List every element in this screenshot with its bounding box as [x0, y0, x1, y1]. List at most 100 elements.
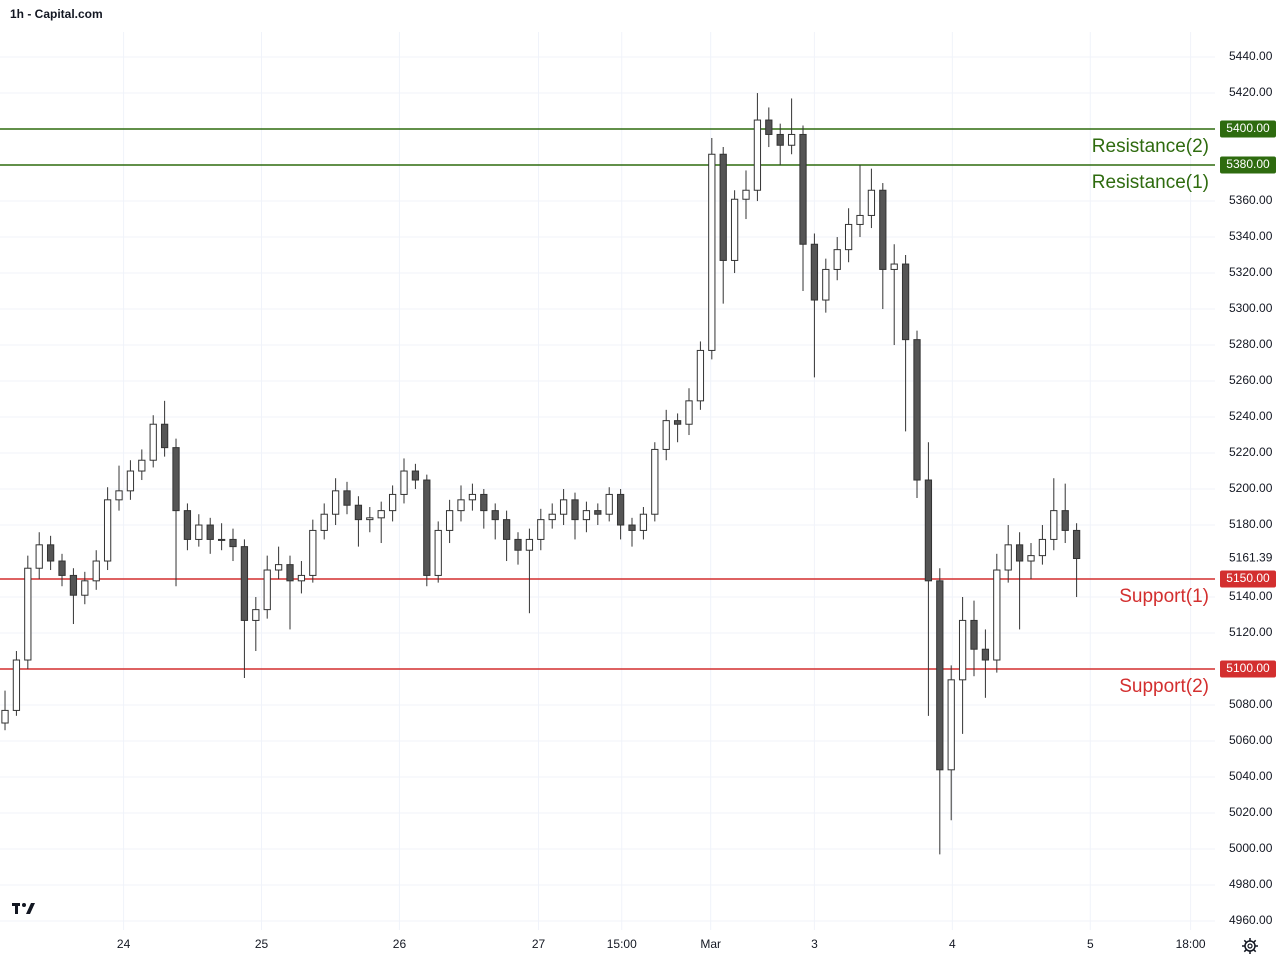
candle-body — [879, 189, 887, 270]
candle-body — [81, 580, 89, 596]
candle-body — [126, 470, 135, 492]
candle-body — [799, 133, 807, 245]
candle-body — [548, 513, 556, 521]
candle-body — [856, 214, 864, 225]
y-tick-label: 5140.00 — [1229, 589, 1273, 603]
candle-body — [685, 400, 693, 425]
candle-body — [993, 569, 1001, 661]
x-tick-label: 27 — [532, 937, 546, 951]
candle-body — [673, 420, 682, 425]
y-tick-label: 5340.00 — [1229, 229, 1273, 243]
x-tick-label: 25 — [255, 937, 269, 951]
level-price-tag — [1220, 156, 1276, 174]
candle-body — [571, 499, 579, 521]
y-tick-label: 5060.00 — [1229, 733, 1273, 747]
candle-body — [457, 499, 465, 512]
candle-body — [195, 524, 203, 540]
candle-body — [753, 119, 762, 191]
levels: Resistance(2) Resistance(1) Support(1) Supp… — [0, 128, 1215, 697]
y-tick-label: 5220.00 — [1229, 445, 1273, 459]
level-price-label: 5400.00 — [1226, 121, 1270, 135]
candle-body — [217, 538, 226, 541]
y-tick-label: 5200.00 — [1229, 481, 1273, 495]
candle-body — [366, 517, 374, 521]
tv-logo[interactable] — [12, 903, 35, 914]
candle-body — [901, 263, 910, 341]
candle-body — [719, 153, 727, 261]
level-price-tag — [1220, 120, 1276, 138]
y-tick-label: 5020.00 — [1229, 805, 1273, 819]
candle-body — [1027, 555, 1035, 562]
candle-body — [765, 119, 773, 135]
level-price-tag — [1220, 660, 1276, 678]
y-tick-label: 5000.00 — [1229, 841, 1273, 855]
y-tick-label: 5440.00 — [1229, 49, 1273, 63]
candle-body — [320, 513, 328, 531]
grid — [0, 32, 1215, 930]
candle-body — [92, 560, 100, 582]
candle-body — [981, 648, 990, 661]
candle-body — [924, 479, 933, 582]
candle-body — [958, 619, 967, 681]
candle-body — [730, 198, 739, 261]
x-tick-label: 3 — [811, 937, 818, 951]
candle-body — [160, 423, 169, 449]
candle-body — [1050, 510, 1058, 540]
candle-body — [810, 243, 819, 301]
candle-body — [525, 538, 534, 551]
level-name: Resistance(2) — [1092, 136, 1209, 157]
y-tick-label: 5080.00 — [1229, 697, 1273, 711]
candle-body — [343, 490, 351, 506]
candle-body — [833, 249, 841, 270]
candle-body — [696, 349, 705, 402]
candle-body — [1015, 544, 1024, 562]
axes: 4960.00 4980.00 5000.00 5020.00 5040.00 5060.… — [117, 49, 1276, 951]
candle-body — [69, 574, 78, 596]
candle-body — [274, 564, 283, 571]
candle-body — [206, 524, 214, 540]
candle-body — [183, 510, 192, 540]
candle-body — [354, 504, 363, 521]
candle-body — [411, 470, 420, 481]
candle-body — [1004, 544, 1012, 571]
candle-body — [514, 538, 522, 551]
candle-body — [286, 564, 294, 582]
candle-body — [491, 510, 499, 521]
candle-body — [970, 619, 978, 650]
candle-body — [742, 189, 750, 200]
candle-body — [628, 524, 636, 531]
candle-body — [582, 510, 591, 521]
candle-body — [1072, 529, 1081, 560]
y-tick-label: 4980.00 — [1229, 877, 1273, 891]
y-tick-label: 4960.00 — [1229, 913, 1273, 927]
candle-body — [708, 153, 716, 351]
candle-body — [138, 459, 146, 472]
candle-body — [890, 263, 898, 270]
candle-body — [936, 580, 944, 771]
chart-title: 1h - Capital.com — [10, 7, 103, 21]
candle-body — [423, 479, 431, 576]
candle-body — [1, 709, 9, 724]
level-price-tag — [1220, 570, 1276, 588]
y-tick-label: 5240.00 — [1229, 409, 1273, 423]
x-tick-label: 4 — [949, 937, 956, 951]
x-tick-label: 5 — [1087, 937, 1094, 951]
candle-body — [822, 268, 830, 301]
candle-body — [662, 420, 670, 450]
candle-body — [12, 659, 21, 711]
candle-body — [559, 499, 568, 515]
candle-body — [947, 679, 955, 771]
y-tick-label: 5260.00 — [1229, 373, 1273, 387]
candle-body — [913, 339, 921, 481]
candle-body — [35, 544, 43, 569]
candle-body — [616, 493, 625, 526]
candle-body — [1061, 510, 1069, 531]
candle-body — [103, 499, 112, 562]
level-name: Support(1) — [1119, 586, 1209, 607]
candle-body — [240, 546, 249, 621]
settings-icon[interactable] — [1242, 938, 1258, 954]
level-name: Resistance(1) — [1092, 172, 1209, 193]
level-price-label: 5150.00 — [1226, 571, 1270, 585]
candle-body — [309, 529, 317, 576]
